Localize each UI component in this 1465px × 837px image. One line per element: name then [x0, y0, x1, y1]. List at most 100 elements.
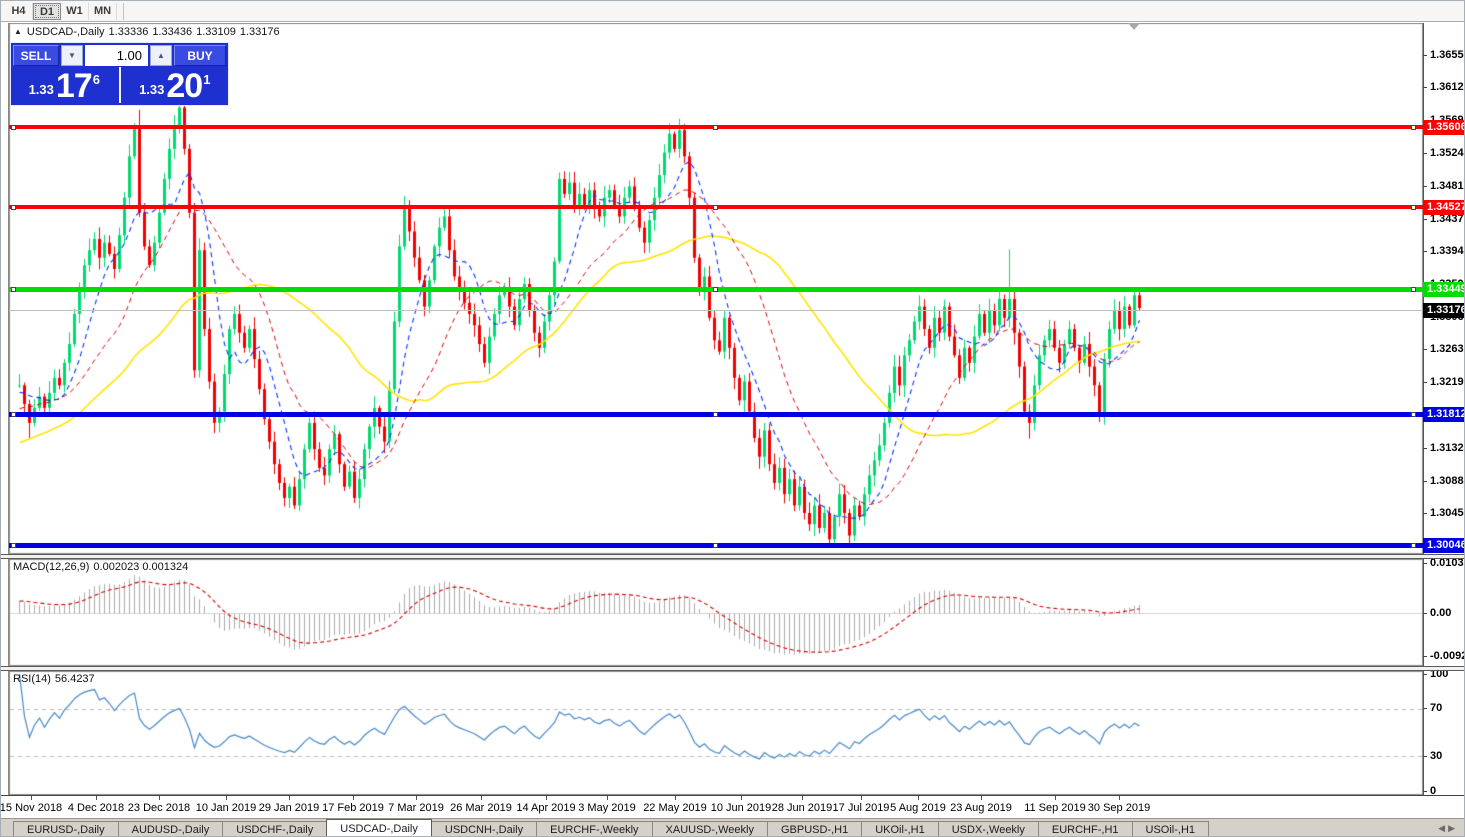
rsi-label: RSI(14) 56.4237: [13, 673, 99, 685]
price-level-label: 1.34527: [1423, 200, 1464, 215]
date-tick: [861, 796, 862, 800]
horizontal-level-line-1.30046[interactable]: [9, 543, 1423, 548]
price-axis-tick: 1.36550: [1423, 48, 1464, 62]
buy-price-point: 1: [203, 72, 211, 87]
line-marker: [1411, 543, 1416, 548]
buy-button[interactable]: BUY: [174, 45, 226, 66]
date-tick: [96, 796, 97, 800]
tab-eurchf-h1[interactable]: EURCHF-,H1: [1037, 821, 1133, 836]
macd-rsi-splitter[interactable]: [1, 666, 1464, 671]
tab-usdcad-daily[interactable]: USDCAD-,Daily: [326, 819, 432, 836]
price-level-label: 1.35606: [1423, 120, 1464, 135]
line-marker: [713, 412, 718, 417]
indicator-axis-tick: 0.00: [1423, 606, 1464, 620]
price-level-label: 1.33449: [1423, 282, 1464, 297]
horizontal-level-line-1.34527[interactable]: [9, 205, 1423, 210]
tab-eurusd-daily[interactable]: EURUSD-,Daily: [13, 821, 119, 836]
date-tick: [31, 796, 32, 800]
one-click-trading-panel: SELL ▼ ▲ BUY 1.33 17 6 1.33 20 1: [11, 43, 228, 105]
tab-usdchf-daily[interactable]: USDCHF-,Daily: [222, 821, 328, 836]
sell-price-display[interactable]: 1.33 17 6: [11, 67, 118, 103]
date-tick: [416, 796, 417, 800]
price-level-label: 1.31812: [1423, 407, 1464, 422]
macd-panel-canvas[interactable]: [9, 559, 1423, 666]
horizontal-level-line-1.35606[interactable]: [9, 125, 1423, 130]
price-level-label: 1.30046: [1423, 538, 1464, 553]
trade-panel-divider: [118, 67, 121, 103]
macd-label: MACD(12,26,9) 0.002023 0.001324: [13, 561, 192, 573]
date-label: 29 Jan 2019: [258, 802, 320, 814]
horizontal-level-line-1.31812[interactable]: [9, 412, 1423, 417]
date-tick: [353, 796, 354, 800]
price-axis-tick: 1.34370: [1423, 212, 1464, 226]
price-axis-tick: 1.33940: [1423, 244, 1464, 258]
line-marker: [1411, 287, 1416, 292]
indicator-axis-tick: 70: [1423, 701, 1464, 715]
date-tick: [1119, 796, 1120, 800]
volume-input[interactable]: [85, 45, 148, 66]
sell-price-big-figure: 1.33: [28, 82, 54, 97]
sell-button[interactable]: SELL: [13, 45, 59, 66]
collapse-triangle-icon[interactable]: ▲: [14, 27, 22, 36]
date-label: 4 Dec 2018: [67, 802, 125, 814]
line-marker: [1411, 125, 1416, 130]
macd-name: MACD(12,26,9): [13, 561, 90, 573]
chart-macd-splitter[interactable]: [1, 554, 1464, 559]
timeframe-button-w1[interactable]: W1: [61, 2, 89, 20]
price-axis-tick: 1.31320: [1423, 441, 1464, 455]
date-axis: 15 Nov 2018 4 Dec 2018 23 Dec 2018 10 Jan 2…: [0, 796, 1464, 818]
sell-price-pips: 17: [55, 67, 93, 105]
date-label: 14 Apr 2019: [516, 802, 576, 814]
line-marker: [11, 412, 16, 417]
line-marker: [11, 125, 16, 130]
chart-shift-marker-icon[interactable]: [1128, 23, 1140, 30]
volume-decrease-button[interactable]: ▼: [61, 45, 83, 66]
rsi-panel-canvas[interactable]: [9, 671, 1423, 795]
macd-values: 0.002023 0.001324: [93, 561, 189, 573]
date-label: 22 May 2019: [643, 802, 707, 814]
current-price-line: [9, 310, 1423, 311]
date-label: 11 Sep 2019: [1024, 802, 1086, 814]
tab-usdx-weekly[interactable]: USDX-,Weekly: [937, 821, 1039, 836]
plot-left-border: [8, 23, 9, 796]
spinner-down-icon: ▼: [68, 50, 76, 60]
ohlc-low: 1.33109: [196, 26, 236, 38]
timeframe-toolbar: H4 D1 W1 MN: [1, 1, 1464, 22]
rsi-name: RSI(14): [13, 673, 51, 685]
ohlc-close: 1.33176: [239, 26, 280, 38]
date-tick: [607, 796, 608, 800]
date-label: 5 Aug 2019: [890, 802, 946, 814]
date-tick: [159, 796, 160, 800]
date-label: 10 Jun 2019: [710, 802, 772, 814]
tab-audusd-daily[interactable]: AUDUSD-,Daily: [117, 821, 224, 836]
date-label: 7 Mar 2019: [388, 802, 444, 814]
date-tick: [1055, 796, 1056, 800]
line-marker: [11, 287, 16, 292]
tab-gbpusd-h1[interactable]: GBPUSD-,H1: [766, 821, 863, 836]
tab-scroll-arrows[interactable]: ◀▶: [1438, 823, 1458, 834]
line-marker: [11, 543, 16, 548]
indicator-axis-tick: 30: [1423, 749, 1464, 763]
buy-price-display[interactable]: 1.33 20 1: [122, 67, 229, 103]
timeframe-button-h4[interactable]: H4: [5, 2, 33, 20]
tab-scroll-left-icon[interactable]: ◀: [1438, 823, 1449, 833]
date-label: 15 Nov 2018: [0, 802, 63, 814]
tab-xauusd-weekly[interactable]: XAUUSD-,Weekly: [651, 821, 768, 836]
timeframe-button-mn[interactable]: MN: [89, 2, 117, 20]
date-label: 17 Feb 2019: [322, 802, 384, 814]
tab-usoil-h1[interactable]: USOil-,H1: [1131, 821, 1210, 836]
price-axis-tick: 1.32190: [1423, 375, 1464, 389]
timeframe-button-d1[interactable]: D1: [33, 2, 61, 20]
date-tick: [289, 796, 290, 800]
tab-usdcnh-daily[interactable]: USDCNH-,Daily: [430, 821, 538, 836]
indicator-axis-tick: 0: [1423, 784, 1464, 798]
tab-scroll-right-icon[interactable]: ▶: [1448, 823, 1458, 833]
volume-increase-button[interactable]: ▲: [150, 45, 172, 66]
tab-ukoil-h1[interactable]: UKOil-,H1: [861, 821, 939, 836]
line-marker: [713, 543, 718, 548]
line-marker: [11, 205, 16, 210]
horizontal-level-line-1.33449[interactable]: [9, 287, 1423, 292]
tab-eurchf-weekly[interactable]: EURCHF-,Weekly: [536, 821, 653, 836]
date-label: 23 Dec 2018: [127, 802, 191, 814]
